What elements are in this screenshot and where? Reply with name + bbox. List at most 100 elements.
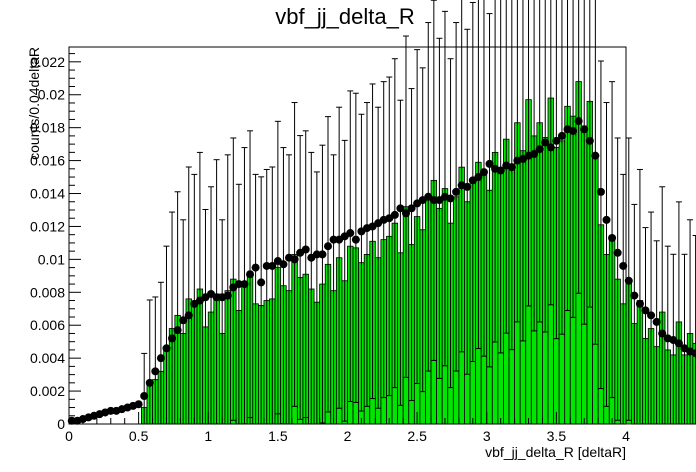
data-point xyxy=(301,245,310,254)
error-bar xyxy=(514,0,521,323)
data-point xyxy=(140,392,149,401)
data-point xyxy=(580,125,589,134)
y-axis-label: counts/0.04deltaR xyxy=(26,47,42,160)
histogram-layer xyxy=(141,81,696,425)
error-bar xyxy=(542,0,549,333)
x-tick-label: 3.5 xyxy=(547,428,567,444)
y-tick-label: 0.006 xyxy=(30,317,65,333)
error-bar xyxy=(492,0,499,343)
error-bar xyxy=(575,0,582,294)
data-point xyxy=(452,187,461,196)
data-point xyxy=(429,196,438,205)
error-bar xyxy=(475,0,482,350)
error-bar xyxy=(419,67,426,393)
data-point xyxy=(318,250,327,259)
data-point xyxy=(67,416,76,425)
data-point xyxy=(246,270,255,279)
data-point xyxy=(240,280,249,289)
error-bar xyxy=(458,0,465,353)
error-bar xyxy=(369,83,376,400)
error-bar xyxy=(402,35,409,378)
error-bar xyxy=(503,0,510,334)
data-point xyxy=(658,329,667,338)
data-point xyxy=(168,334,177,343)
data-point xyxy=(479,168,488,177)
x-tick-label: 0 xyxy=(65,428,73,444)
data-point xyxy=(557,131,566,140)
x-axis-ticks: 0 0.5 1 1.5 2 2.5 3 3.5 4 xyxy=(65,412,630,444)
error-bar xyxy=(336,106,343,409)
error-bar xyxy=(597,60,604,390)
error-bar xyxy=(347,90,354,403)
error-bar xyxy=(659,186,666,425)
data-point xyxy=(396,204,405,213)
data-point xyxy=(546,143,555,152)
error-bar xyxy=(553,0,560,340)
error-bar xyxy=(441,10,448,367)
data-point xyxy=(691,349,696,358)
error-bar xyxy=(341,139,348,422)
error-bar xyxy=(531,0,538,332)
y-tick-label: 0.002 xyxy=(30,383,65,399)
y-tick-label: 0.008 xyxy=(30,284,65,300)
x-tick-label: 2 xyxy=(344,428,352,444)
x-tick-label: 1 xyxy=(204,428,212,444)
error-bar xyxy=(519,0,526,342)
error-bar xyxy=(391,58,398,389)
data-point xyxy=(574,117,583,126)
error-bar xyxy=(547,0,554,306)
data-point xyxy=(463,182,472,191)
data-point xyxy=(156,354,165,363)
data-point xyxy=(351,235,360,244)
y-tick-label: 0.004 xyxy=(30,350,65,366)
x-tick-label: 2.5 xyxy=(407,428,427,444)
data-point xyxy=(641,306,650,315)
x-tick-label: 4 xyxy=(622,428,630,444)
error-bar xyxy=(453,22,460,372)
data-point xyxy=(173,326,182,335)
x-axis-label: vbf_jj_delta_R [deltaR] xyxy=(485,444,626,460)
data-point xyxy=(407,204,416,213)
x-tick-label: 1.5 xyxy=(268,428,288,444)
data-point xyxy=(145,378,154,387)
data-point xyxy=(324,242,332,251)
data-point xyxy=(162,344,171,353)
error-bar xyxy=(464,28,471,375)
data-point xyxy=(401,209,410,218)
error-bar xyxy=(352,92,359,403)
data-point xyxy=(223,291,232,300)
data-point xyxy=(184,311,193,320)
data-point xyxy=(630,291,639,300)
data-point xyxy=(530,150,539,159)
error-bar xyxy=(586,0,593,308)
data-point xyxy=(613,248,622,257)
data-point xyxy=(151,367,160,376)
data-point xyxy=(596,187,605,196)
error-bar xyxy=(375,106,382,409)
error-bar xyxy=(230,137,237,421)
error-bar xyxy=(430,0,437,361)
error-bar xyxy=(386,76,393,397)
error-bar xyxy=(325,116,332,413)
y-tick-label: 0.014 xyxy=(30,186,65,202)
error-bar xyxy=(675,201,682,425)
error-bar xyxy=(486,13,493,368)
error-bar xyxy=(687,219,694,425)
data-point xyxy=(608,233,617,242)
error-bar xyxy=(525,0,532,307)
error-bar xyxy=(363,102,370,407)
error-bar xyxy=(636,168,643,425)
error-bar xyxy=(302,130,309,419)
data-point xyxy=(134,400,143,409)
data-point xyxy=(329,235,338,244)
data-point xyxy=(346,229,355,238)
y-tick-label: 0.01 xyxy=(38,251,65,267)
error-bar xyxy=(631,203,638,425)
data-point xyxy=(262,261,271,270)
error-bar xyxy=(603,102,610,407)
error-bar xyxy=(447,58,454,389)
data-point xyxy=(602,215,611,224)
data-point xyxy=(474,173,483,182)
data-point xyxy=(647,311,656,320)
